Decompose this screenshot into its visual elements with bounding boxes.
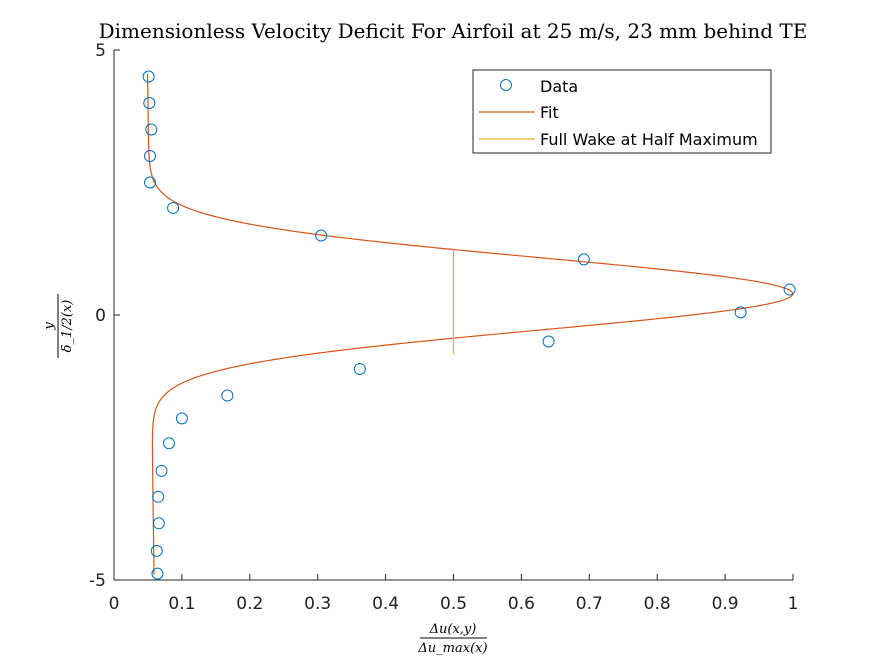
y-axis-label-numerator: y (42, 322, 57, 331)
data-point (175, 412, 188, 425)
data-point (152, 490, 165, 503)
fit-series (146, 73, 794, 575)
data-series (142, 70, 796, 580)
y-tick-label: -5 (89, 571, 106, 591)
data-point (167, 201, 180, 214)
data-point (542, 335, 555, 348)
y-axis-label: y δ_1/2(x) (42, 294, 75, 358)
data-point (152, 517, 165, 530)
x-tick-label: 0.4 (372, 594, 399, 614)
x-tick-label: 0.7 (576, 594, 603, 614)
x-tick-label: 0.5 (440, 594, 467, 614)
data-point (353, 363, 366, 376)
x-axis-label: Δu(x,y) Δu_max(x) (417, 622, 487, 656)
legend: Data Fit Full Wake at Half Maximum (472, 69, 772, 154)
data-point (734, 306, 747, 319)
data-point (577, 253, 590, 266)
legend-label-half: Full Wake at Half Maximum (540, 130, 758, 149)
y-tick-label: 0 (95, 306, 106, 326)
data-point (143, 97, 156, 109)
legend-label-data: Data (540, 77, 578, 96)
data-point (151, 567, 164, 580)
x-tick-label: 0.6 (508, 594, 535, 614)
data-point (145, 123, 158, 136)
data-point (221, 389, 234, 402)
x-tick-label: 0.1 (168, 594, 195, 614)
y-ticks: -5 0 5 (89, 41, 120, 591)
x-tick-label: 0.3 (304, 594, 331, 614)
fit-curve (146, 73, 794, 575)
legend-data-marker (500, 79, 512, 91)
data-point (783, 283, 796, 296)
data-point (142, 70, 155, 83)
data-point (150, 544, 163, 557)
data-point (143, 176, 156, 189)
x-tick-label: 0.8 (644, 594, 671, 614)
data-point (155, 464, 168, 477)
y-axis-label-denominator: δ_1/2(x) (60, 300, 75, 353)
x-ticks: 0 0.1 0.2 0.3 0.4 0.5 0.6 0.7 0.8 0.9 1 (109, 574, 799, 614)
x-tick-label: 0 (109, 594, 120, 614)
y-tick-label: 5 (95, 41, 106, 61)
x-tick-label: 0.2 (236, 594, 263, 614)
data-point (143, 150, 156, 162)
data-point (315, 229, 328, 242)
data-point (162, 437, 175, 450)
x-axis-label-numerator: Δu(x,y) (429, 622, 477, 637)
legend-label-fit: Fit (540, 103, 559, 122)
x-tick-label: 1 (788, 594, 799, 614)
x-tick-label: 0.9 (712, 594, 739, 614)
x-axis-label-denominator: Δu_max(x) (417, 641, 487, 656)
chart-title: Dimensionless Velocity Deficit For Airfo… (99, 19, 808, 43)
